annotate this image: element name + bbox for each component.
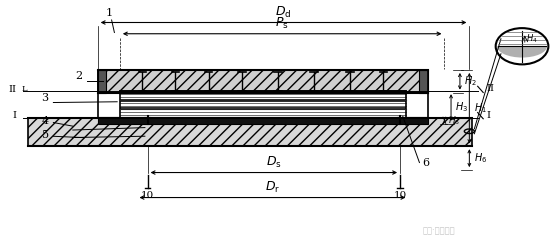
Text: 2: 2	[75, 71, 82, 81]
Text: $D_\mathrm{r}$: $D_\mathrm{r}$	[265, 180, 280, 195]
Wedge shape	[497, 46, 547, 57]
Text: $H_1$: $H_1$	[474, 101, 487, 115]
Text: $D_\mathrm{s}$: $D_\mathrm{s}$	[266, 155, 282, 170]
Bar	[98, 70, 428, 92]
Text: II: II	[8, 85, 16, 94]
Text: I: I	[12, 111, 16, 120]
Text: $H_5$: $H_5$	[448, 114, 460, 127]
Text: 1: 1	[105, 8, 112, 18]
Text: $H_2$: $H_2$	[464, 74, 477, 88]
Text: 10: 10	[141, 191, 155, 200]
Bar	[120, 107, 405, 110]
Text: 6: 6	[422, 158, 429, 168]
Bar	[120, 91, 405, 117]
Text: II: II	[486, 84, 494, 93]
Text: $H_6$: $H_6$	[474, 151, 488, 165]
Bar	[98, 117, 428, 124]
Text: 众号·防震技术: 众号·防震技术	[422, 226, 455, 235]
Text: I: I	[486, 111, 490, 119]
Text: $D_\mathrm{d}$: $D_\mathrm{d}$	[275, 5, 292, 20]
Text: $H_3$: $H_3$	[455, 101, 468, 114]
Text: 5: 5	[42, 130, 48, 140]
Bar	[28, 117, 472, 146]
Text: $H_4$: $H_4$	[527, 33, 538, 45]
Text: 3: 3	[42, 93, 48, 103]
Text: $P_\mathrm{s}$: $P_\mathrm{s}$	[275, 16, 289, 31]
Text: 10: 10	[394, 191, 406, 200]
Bar	[120, 99, 405, 102]
Bar	[98, 70, 106, 92]
Ellipse shape	[496, 28, 548, 64]
Text: 4: 4	[42, 116, 48, 126]
Text: L: L	[22, 85, 27, 93]
Bar	[419, 70, 428, 92]
Bar	[120, 91, 405, 117]
